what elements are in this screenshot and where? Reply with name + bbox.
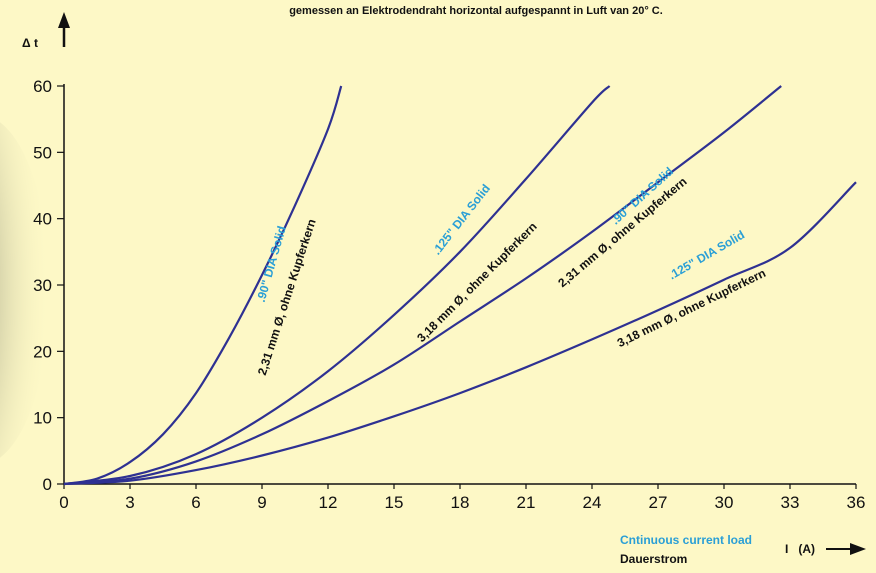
x-axis-label-de: Dauerstrom: [620, 552, 687, 566]
y-tick-label: 60: [33, 77, 52, 96]
y-tick-label: 40: [33, 210, 52, 229]
x-tick-label: 12: [319, 493, 338, 512]
edge-shadow: [0, 122, 50, 458]
x-axis-label-en: Cntinuous current load: [620, 533, 752, 547]
curve-label-3: .125" DIA Solid: [429, 182, 493, 258]
x-tick-label: 3: [125, 493, 134, 512]
curves: [63, 85, 857, 486]
x-tick-label: 0: [59, 493, 68, 512]
series-line-4: [63, 181, 857, 486]
y-tick-label: 30: [33, 276, 52, 295]
x-tick-label: 21: [517, 493, 536, 512]
x-tick-label: 9: [257, 493, 266, 512]
x-tick-label: 6: [191, 493, 200, 512]
x-tick-label: 18: [451, 493, 470, 512]
curve-label-8: 3,18 mm Ø, ohne Kupferkern: [615, 266, 768, 350]
y-axis-arrow-icon: [58, 12, 70, 47]
y-tick-label: 50: [33, 143, 52, 162]
x-tick-label: 30: [715, 493, 734, 512]
x-tick-label: 36: [847, 493, 866, 512]
y-tick-label: 0: [43, 475, 52, 494]
y-tick-label: 20: [33, 342, 52, 361]
series-line-1: [63, 85, 343, 486]
x-tick-label: 15: [385, 493, 404, 512]
y-tick-label: 10: [33, 409, 52, 428]
x-tick-label: 27: [649, 493, 668, 512]
chart-title: gemessen an Elektrodendraht horizontal a…: [289, 5, 663, 17]
series-line-2: [63, 85, 611, 486]
series-line-3: [63, 85, 782, 486]
x-axis-unit-label: I (A): [785, 542, 815, 556]
y-axis-label: Δ t: [22, 36, 38, 50]
x-tick-label: 24: [583, 493, 602, 512]
x-axis-arrow-icon: [826, 543, 866, 555]
x-tick-label: 33: [781, 493, 800, 512]
